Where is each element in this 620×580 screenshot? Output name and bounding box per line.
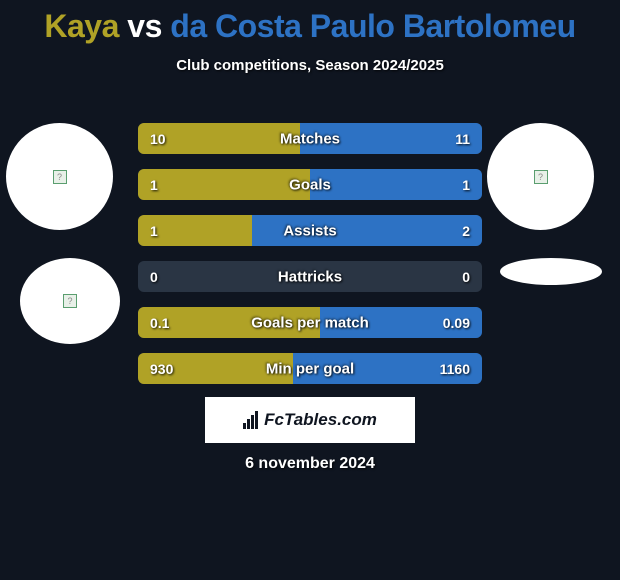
stat-value-left: 0 bbox=[150, 269, 158, 285]
stat-value-left: 10 bbox=[150, 131, 166, 147]
subtitle: Club competitions, Season 2024/2025 bbox=[0, 57, 620, 74]
player2-name: da Costa Paulo Bartolomeu bbox=[170, 8, 575, 44]
vs-text: vs bbox=[127, 8, 162, 44]
stat-row: Goals per match 0.1 0.09 bbox=[138, 307, 482, 338]
stat-value-right: 1160 bbox=[440, 361, 470, 377]
stat-row: Matches 10 11 bbox=[138, 123, 482, 154]
image-placeholder-icon: ? bbox=[534, 170, 548, 184]
stat-value-right: 0 bbox=[462, 269, 470, 285]
player1-name: Kaya bbox=[44, 8, 119, 44]
stat-row: Hattricks 0 0 bbox=[138, 261, 482, 292]
stat-value-right: 11 bbox=[455, 131, 470, 147]
stat-label: Min per goal bbox=[266, 360, 354, 377]
stat-value-left: 930 bbox=[150, 361, 173, 377]
stat-label: Goals per match bbox=[251, 314, 369, 331]
source-badge: FcTables.com bbox=[205, 397, 415, 443]
stat-value-right: 2 bbox=[462, 223, 470, 239]
comparison-title: Kaya vs da Costa Paulo Bartolomeu bbox=[0, 0, 620, 45]
player1-avatar: ? bbox=[6, 123, 113, 230]
stat-value-left: 0.1 bbox=[150, 315, 169, 331]
player1-club-logo: ? bbox=[20, 258, 120, 344]
stat-value-right: 1 bbox=[462, 177, 470, 193]
brand-text: FcTables.com bbox=[264, 410, 377, 430]
stat-label: Hattricks bbox=[278, 268, 342, 285]
stat-bar-right bbox=[310, 169, 482, 200]
stat-label: Goals bbox=[289, 176, 331, 193]
stat-value-right: 0.09 bbox=[443, 315, 470, 331]
stat-label: Assists bbox=[283, 222, 336, 239]
stats-table: Matches1011Goals11Assists12Hattricks00Go… bbox=[138, 123, 482, 399]
stat-row: Goals 1 1 bbox=[138, 169, 482, 200]
stat-value-left: 1 bbox=[150, 223, 158, 239]
stat-bar-left bbox=[138, 169, 310, 200]
fctables-logo-icon bbox=[243, 411, 258, 429]
player2-avatar: ? bbox=[487, 123, 594, 230]
stat-value-left: 1 bbox=[150, 177, 158, 193]
image-placeholder-icon: ? bbox=[53, 170, 67, 184]
date-text: 6 november 2024 bbox=[245, 455, 375, 473]
stat-label: Matches bbox=[280, 130, 340, 147]
stat-row: Min per goal 930 1160 bbox=[138, 353, 482, 384]
stat-row: Assists 1 2 bbox=[138, 215, 482, 246]
player2-club-logo bbox=[500, 258, 602, 285]
image-placeholder-icon: ? bbox=[63, 294, 77, 308]
